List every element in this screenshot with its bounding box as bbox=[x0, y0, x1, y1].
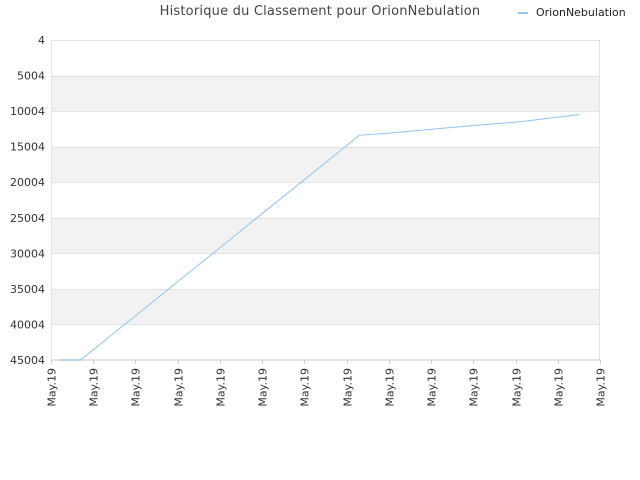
y-tick-label: 30004 bbox=[10, 247, 45, 260]
grid-band bbox=[51, 146, 600, 183]
x-tick-label: May.19 bbox=[468, 368, 481, 407]
legend-swatch bbox=[518, 11, 528, 14]
x-tick-label: May.19 bbox=[553, 368, 566, 407]
x-tick-label: May.19 bbox=[426, 368, 439, 407]
x-tick-label: May.19 bbox=[384, 368, 397, 407]
chart-title: Historique du Classement pour OrionNebul… bbox=[159, 4, 481, 19]
x-tick-label: May.19 bbox=[257, 368, 270, 407]
data-point bbox=[79, 359, 82, 361]
y-tick-label: 35004 bbox=[10, 283, 45, 296]
data-point bbox=[578, 114, 580, 116]
data-point bbox=[388, 132, 390, 134]
grid-band bbox=[51, 288, 600, 325]
legend-label: OrionNebulation bbox=[536, 6, 626, 19]
x-tick-label: May.19 bbox=[299, 368, 312, 407]
y-tick-label: 15004 bbox=[10, 141, 45, 154]
y-tick-label: 40004 bbox=[10, 318, 45, 331]
data-point bbox=[451, 126, 453, 129]
grid-band bbox=[51, 217, 600, 254]
y-tick-label: 5004 bbox=[17, 70, 45, 83]
x-tick-label: May.19 bbox=[215, 368, 228, 407]
y-tick-label: 4 bbox=[38, 34, 45, 47]
x-tick-label: May.19 bbox=[173, 368, 186, 407]
x-tick-label: May.19 bbox=[130, 368, 143, 407]
x-tick-label: May.19 bbox=[511, 368, 524, 407]
plot-frame bbox=[51, 40, 600, 360]
x-tick-label: May.19 bbox=[342, 368, 355, 407]
data-point bbox=[358, 134, 360, 136]
y-tick-label: 10004 bbox=[10, 105, 45, 118]
y-tick-label: 20004 bbox=[10, 176, 45, 189]
grid-band bbox=[51, 75, 600, 112]
legend[interactable]: OrionNebulation bbox=[518, 6, 626, 19]
y-tick-label: 45004 bbox=[10, 354, 45, 367]
x-tick-label: May.19 bbox=[88, 368, 101, 407]
x-tick-label: May.19 bbox=[46, 368, 59, 407]
x-tick-label: May.19 bbox=[595, 368, 608, 407]
data-point bbox=[519, 121, 521, 123]
data-point bbox=[58, 359, 61, 361]
y-tick-label: 25004 bbox=[10, 212, 45, 225]
